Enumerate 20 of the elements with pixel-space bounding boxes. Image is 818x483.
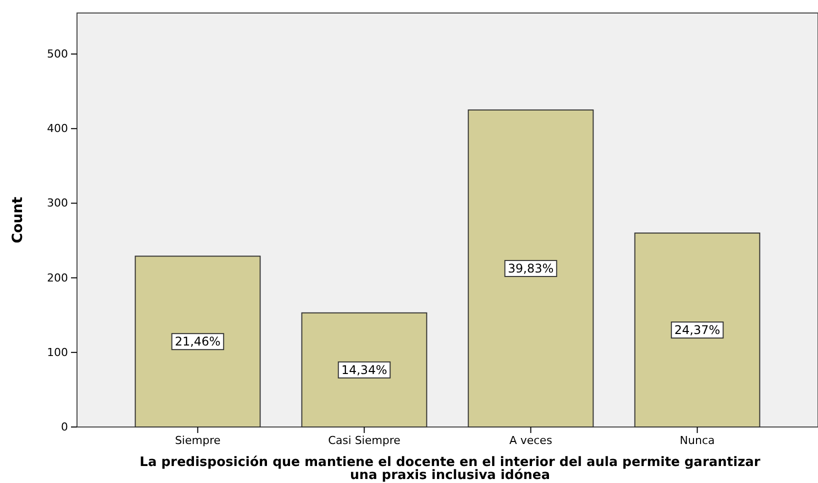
x-tick-label: A veces	[509, 434, 552, 447]
x-tick-label: Casi Siempre	[328, 434, 401, 447]
x-tick-label: Siempre	[174, 434, 221, 447]
y-axis-title: Count	[10, 196, 26, 244]
bar	[134, 256, 261, 428]
x-tick-label: Nunca	[680, 434, 715, 447]
annotation: 24,37%	[674, 323, 720, 338]
x-axis-title: La predisposición que mantiene el docente en el interior del aula permite garantizar una praxis inclusiva idónea	[140, 455, 761, 483]
bar	[301, 312, 428, 428]
y-tick-label: 500	[47, 48, 68, 61]
annotation: 39,83%	[508, 261, 554, 276]
y-tick-label: 400	[47, 122, 68, 136]
y-tick-label: 0	[61, 420, 68, 434]
annotation: 14,34%	[341, 362, 388, 377]
y-tick-label: 200	[47, 271, 68, 284]
annotation: 21,46%	[174, 334, 221, 349]
y-tick-label: 300	[47, 196, 68, 210]
bar	[468, 109, 594, 428]
bar	[634, 232, 760, 428]
y-tick-label: 100	[47, 346, 68, 359]
